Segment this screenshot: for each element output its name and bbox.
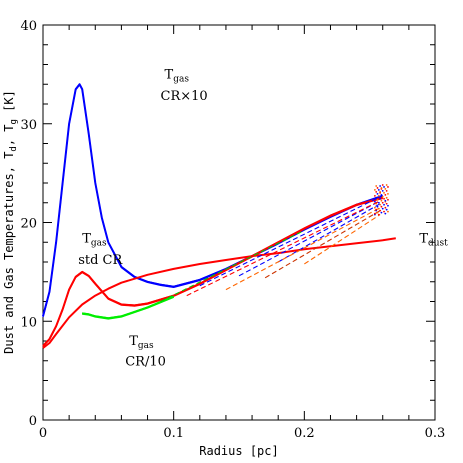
x-tick-label: 0.1: [163, 426, 184, 441]
scatter-point: [377, 213, 380, 216]
y-tick-label: 10: [20, 315, 37, 330]
annotation-t-gas-std: Tgas: [82, 231, 107, 248]
scatter-point: [383, 197, 385, 200]
scatter-point: [385, 184, 388, 186]
scatter-point: [383, 186, 385, 188]
scatter-point: [373, 189, 376, 191]
scatter-point: [377, 194, 380, 197]
scatter-point: [384, 199, 387, 202]
y-tick-label: 40: [20, 19, 37, 34]
scatter-point: [379, 209, 382, 212]
scatter-point: [379, 203, 382, 206]
annotations: Tgas CR×10 Tgas std CR Tgas CR/10 Tdust: [78, 67, 448, 369]
scatter-point: [385, 190, 388, 192]
series-strand: [304, 214, 381, 265]
series-strand: [277, 203, 381, 263]
scatter-point: [383, 203, 385, 206]
series-strand: [199, 196, 381, 287]
scatter-point: [376, 198, 379, 201]
scatter-point: [387, 192, 389, 195]
annotation-t-gas-cr10: Tgas: [165, 67, 190, 84]
scatter-point: [377, 189, 380, 191]
scatter-point: [377, 207, 380, 210]
scatter-point: [376, 205, 379, 208]
y-tick-label: 30: [20, 118, 37, 133]
plot-frame: [42, 24, 436, 421]
annotation-t-dust: Tdust: [419, 231, 448, 248]
annotation-t-gas-cr-over-10: Tgas: [129, 334, 154, 351]
x-axis-title: Radius [pc]: [199, 444, 278, 458]
x-tick-labels: 0 0.1 0.2 0.3: [39, 426, 445, 441]
series-line-dust: [42, 237, 396, 349]
scatter-point: [379, 185, 382, 187]
scatter-point: [379, 197, 382, 200]
scatter-point: [384, 193, 387, 196]
y-tick-labels: 0 10 20 30 40: [20, 19, 37, 429]
scatter-point: [380, 187, 383, 189]
scatter-point: [375, 208, 378, 211]
series-lines: [42, 83, 396, 349]
y-axis-title: Dust and Gas Temperatures, Td, Tg [K]: [2, 90, 19, 354]
scatter-point: [380, 205, 383, 208]
series-strand: [160, 229, 305, 302]
annotation-t-gas-std-line2: std CR: [78, 253, 123, 268]
scatter-point: [381, 207, 384, 210]
scatter-point: [373, 212, 376, 215]
x-tick-label: 0: [39, 426, 47, 441]
scatter-point: [373, 206, 376, 209]
series-strand: [225, 207, 381, 291]
series-strand: [238, 200, 381, 277]
scatter-point: [385, 202, 388, 205]
annotation-t-gas-cr10-line2: CR×10: [161, 89, 208, 104]
series-line-gas-std: [42, 196, 383, 347]
series-line-gas-cr-over-10: [82, 295, 174, 319]
series-line-gas-std: [42, 196, 383, 347]
scatter-point: [375, 202, 378, 205]
scatter-point: [375, 196, 378, 199]
scatter-point: [381, 184, 384, 186]
scatter-point: [384, 206, 387, 209]
series-line-gas-std: [42, 197, 383, 348]
scatter-point: [376, 192, 379, 195]
scatter-point: [375, 185, 378, 187]
scatter-point: [387, 204, 389, 207]
scatter-point: [377, 201, 380, 204]
y-tick-label: 0: [29, 414, 37, 429]
series-strand: [264, 210, 381, 279]
scatter-point: [373, 194, 376, 197]
scatter-point: [375, 190, 378, 193]
annotation-t-gas-cr-over-10-line2: CR/10: [125, 355, 166, 370]
scatter-point: [380, 211, 383, 214]
y-tick-label: 20: [20, 217, 37, 232]
x-tick-label: 0.3: [425, 426, 446, 441]
scatter-point: [379, 190, 382, 193]
scatter-point: [381, 201, 384, 204]
scatter-point: [380, 193, 383, 196]
scatter-point: [387, 198, 389, 201]
scatter-point: [373, 200, 376, 203]
scatter-point: [385, 208, 388, 211]
scatter-point: [384, 188, 387, 190]
scatter-point: [385, 196, 388, 199]
scatter-point: [384, 212, 387, 215]
scatter-point: [387, 186, 389, 188]
scatter-point: [376, 211, 379, 214]
scatter-point: [376, 187, 379, 189]
scatter-point: [380, 199, 383, 202]
series-strand: [186, 200, 381, 297]
series-line-gas-cr-over-10: [82, 296, 174, 320]
scatter-point: [383, 191, 385, 194]
scatter-point: [387, 210, 389, 213]
scatter-point: [383, 210, 385, 213]
scatter-point: [381, 195, 384, 198]
scatter-point: [381, 190, 384, 192]
tick-marks: [42, 24, 436, 421]
x-tick-label: 0.2: [294, 426, 315, 441]
